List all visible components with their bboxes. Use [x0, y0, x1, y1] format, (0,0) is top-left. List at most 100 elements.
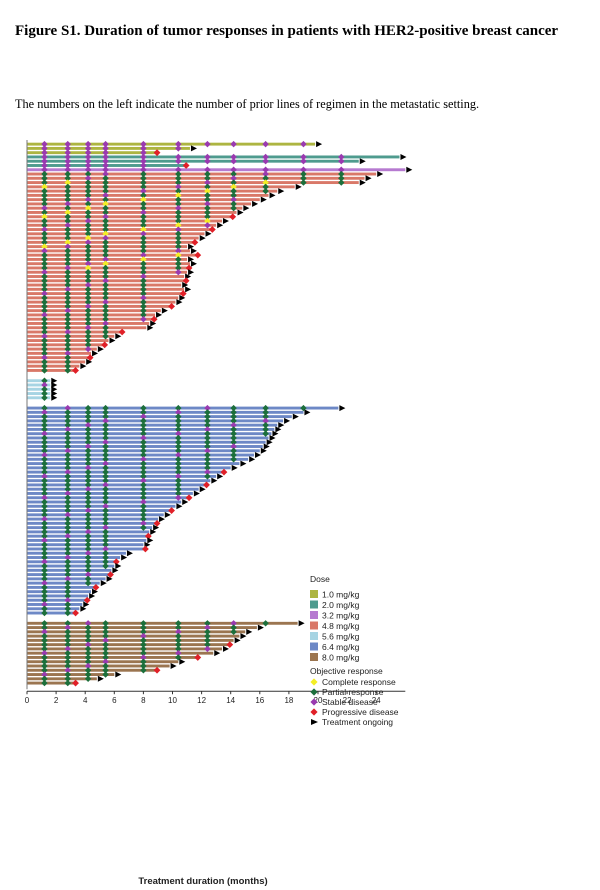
response-marker [41, 230, 48, 238]
response-marker [102, 537, 109, 544]
response-marker [102, 658, 109, 665]
response-marker [41, 434, 48, 442]
ongoing-arrow [377, 171, 384, 178]
progression-marker [185, 264, 193, 272]
legend-response-label: Complete response [322, 677, 396, 687]
response-marker [41, 294, 48, 302]
response-marker [64, 320, 71, 327]
response-marker [230, 430, 237, 437]
response-marker [84, 149, 92, 156]
response-marker [41, 430, 48, 437]
response-marker [64, 286, 71, 293]
response-marker [64, 439, 71, 446]
patient-bar [27, 189, 278, 193]
response-marker [140, 649, 147, 657]
response-marker [140, 645, 147, 653]
response-marker [102, 409, 109, 416]
response-marker [64, 243, 71, 250]
response-marker [102, 494, 109, 501]
patient-bar [27, 607, 80, 611]
patient-bar [27, 603, 83, 606]
response-marker [230, 179, 237, 186]
x-axis: 0 2 4 6 8 10 12 14 16 18 20 22 24 [25, 140, 406, 705]
response-marker [41, 239, 48, 246]
response-marker [84, 632, 92, 640]
legend-dose-swatch [310, 600, 318, 609]
response-marker [64, 175, 71, 182]
response-marker [64, 350, 71, 357]
response-marker [140, 281, 147, 289]
response-marker [41, 545, 48, 553]
response-marker [230, 421, 237, 429]
response-marker [84, 320, 92, 327]
response-marker [84, 234, 92, 242]
ongoing-arrow [80, 363, 87, 370]
response-marker [64, 430, 71, 437]
legend-response-title: Objective response [310, 666, 383, 676]
patient-bar [27, 253, 196, 257]
progression-marker [153, 519, 161, 527]
response-marker [140, 494, 147, 501]
progression-marker [150, 315, 158, 323]
response-marker [140, 511, 147, 519]
ongoing-arrow [92, 350, 99, 357]
response-marker [140, 294, 147, 302]
response-marker [204, 430, 211, 437]
response-marker [230, 170, 237, 178]
response-marker [102, 234, 109, 242]
response-marker [102, 477, 109, 484]
response-marker [64, 277, 71, 284]
response-marker [84, 311, 92, 319]
response-marker [140, 434, 147, 442]
response-marker [64, 494, 71, 501]
response-marker [64, 354, 71, 361]
response-marker [84, 641, 92, 648]
response-marker [140, 451, 147, 459]
response-marker [64, 222, 71, 229]
response-marker [41, 481, 48, 489]
patient-bar [27, 509, 170, 512]
response-marker [41, 649, 48, 657]
response-marker [84, 140, 92, 148]
response-marker [84, 333, 92, 340]
response-marker [175, 153, 182, 161]
ongoing-arrow [298, 620, 305, 627]
response-marker [41, 507, 48, 514]
response-marker [102, 671, 109, 678]
x-tick-label: 8 [141, 696, 146, 705]
response-marker [175, 158, 182, 165]
response-marker [175, 413, 182, 420]
response-marker [84, 256, 92, 263]
response-marker [204, 200, 211, 208]
response-marker [102, 545, 109, 553]
response-marker [84, 628, 92, 636]
ongoing-arrow [263, 443, 270, 450]
response-marker [84, 421, 92, 429]
response-marker [41, 675, 48, 683]
response-marker [230, 166, 237, 173]
response-marker [64, 632, 71, 640]
response-marker [41, 209, 48, 216]
ongoing-arrow [217, 473, 224, 480]
progression-marker [168, 302, 175, 310]
response-marker [41, 381, 48, 389]
ongoing-arrow [269, 434, 276, 441]
response-marker [84, 485, 92, 493]
ongoing-arrow [115, 333, 122, 340]
figure-title: Figure S1. Duration of tumor responses i… [15, 23, 559, 39]
response-marker [175, 247, 182, 255]
response-marker [84, 298, 92, 306]
patient-bar [27, 176, 365, 180]
response-marker [64, 434, 71, 442]
response-marker [64, 294, 71, 302]
ongoing-arrow [266, 439, 273, 446]
response-marker [41, 166, 48, 173]
legend-dose-label: 3.2 mg/kg [322, 611, 360, 621]
patient-bar [27, 228, 211, 231]
response-marker [41, 558, 48, 565]
response-marker [140, 507, 147, 514]
ongoing-arrow [243, 205, 250, 212]
ongoing-arrow [161, 307, 168, 314]
response-marker [230, 451, 237, 459]
patient-bar [27, 236, 199, 240]
